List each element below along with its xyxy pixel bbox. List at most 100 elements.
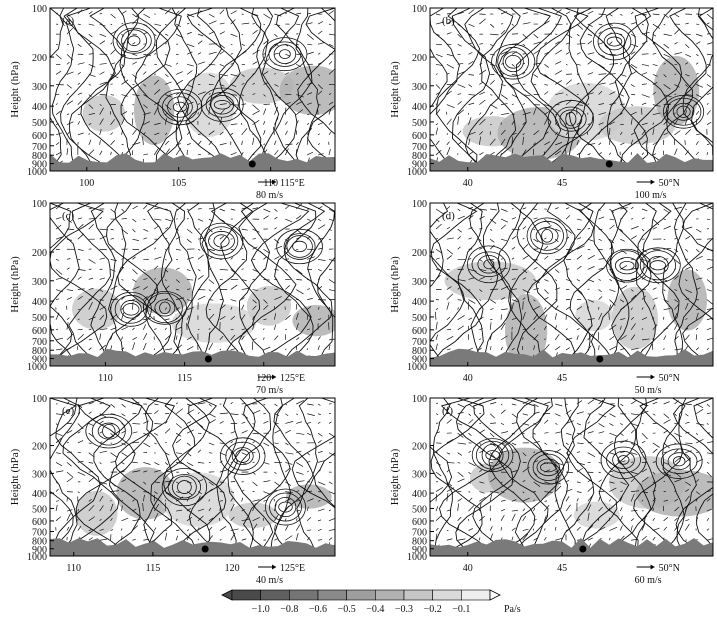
- contour-line: [238, 203, 297, 366]
- contour-line: [54, 398, 101, 556]
- contour-closed: [85, 413, 133, 449]
- wind-vector: [479, 442, 482, 445]
- wind-vector: [110, 74, 119, 78]
- wind-vector: [197, 439, 202, 444]
- wind-vector: [296, 94, 304, 98]
- wind-vector: [620, 13, 623, 16]
- y-tick-label: 700: [32, 337, 47, 348]
- wind-vector: [241, 421, 246, 424]
- wind-vector: [208, 299, 214, 301]
- wind-vector: [435, 208, 444, 214]
- wind-vector: [490, 63, 496, 67]
- wind-vector: [500, 508, 506, 512]
- wind-vector: [55, 462, 63, 467]
- wind-vector: [554, 526, 557, 531]
- wind-vector: [197, 471, 201, 474]
- wind-vector: [674, 104, 677, 106]
- wind-vector: [55, 470, 64, 473]
- wind-vector: [66, 121, 74, 126]
- wind-vector: [186, 106, 189, 115]
- contour-closed: [475, 440, 510, 470]
- wind-vector: [252, 43, 255, 46]
- wind-vector: [66, 289, 74, 291]
- wind-vector: [153, 147, 160, 156]
- wind-vector: [99, 228, 109, 231]
- wind-vector: [685, 489, 690, 492]
- wind-vector: [317, 206, 323, 210]
- wind-vector: [274, 106, 279, 115]
- wind-vector: [565, 64, 568, 66]
- wind-vector: [652, 287, 657, 290]
- wind-vector: [165, 218, 173, 222]
- wind-vector: [143, 286, 149, 290]
- contour-line: [317, 203, 335, 319]
- wind-vector: [630, 235, 637, 240]
- wind-vector: [219, 117, 223, 125]
- wind-vector: [143, 538, 149, 541]
- wind-vector: [706, 337, 713, 341]
- wind-vector: [565, 480, 570, 483]
- wind-vector: [663, 429, 669, 434]
- wind-vector: [142, 502, 144, 512]
- wind-vector: [533, 33, 539, 39]
- wind-vector: [555, 207, 559, 210]
- wind-vector: [533, 49, 540, 55]
- panel-plot-area: [50, 398, 335, 556]
- wind-vector: [435, 321, 438, 330]
- wind-vector: [154, 423, 162, 425]
- wind-vector: [274, 149, 279, 156]
- wind-vector: [457, 538, 466, 541]
- y-tick-label: 900: [32, 160, 47, 171]
- wind-vector: [435, 13, 441, 16]
- wind-vector: [274, 84, 279, 87]
- wind-reference-label: 40 m/s: [256, 575, 283, 586]
- wind-vector: [479, 412, 482, 415]
- wind-vector: [219, 452, 227, 456]
- wind-vector: [479, 449, 485, 453]
- wind-vector: [641, 403, 649, 407]
- wind-vector: [295, 313, 299, 320]
- wind-vector: [446, 302, 450, 310]
- wind-vector: [479, 43, 483, 45]
- wind-vector: [565, 328, 568, 331]
- wind-vector: [55, 151, 62, 156]
- wind-vector: [77, 269, 86, 271]
- wind-vector: [587, 143, 596, 146]
- wind-vector: [500, 431, 508, 434]
- wind-vector: [641, 499, 644, 502]
- contour-closed: [527, 450, 570, 485]
- wind-vector: [500, 462, 504, 464]
- contour-line: [242, 398, 291, 556]
- y-tick-label: 800: [32, 346, 47, 357]
- wind-vector: [598, 103, 604, 105]
- wind-vector: [88, 113, 95, 116]
- wind-vector: [88, 516, 95, 522]
- wind-vector: [479, 269, 487, 272]
- wind-vector: [55, 500, 60, 502]
- wind-vector: [175, 279, 180, 283]
- wind-vector: [533, 228, 536, 231]
- wind-vector: [500, 346, 503, 351]
- wind-vector: [555, 431, 562, 434]
- wind-vector: [306, 33, 314, 40]
- wind-vector: [533, 519, 537, 522]
- wind-vector: [295, 120, 299, 125]
- wind-vector: [186, 22, 190, 25]
- wind-vector: [533, 74, 539, 78]
- wind-vector: [435, 343, 438, 351]
- colorbar: −1.0 −0.8 −0.6 −0.5 −0.4 −0.3 −0.2 −0.1 Pa/s: [221, 589, 521, 615]
- wind-vector: [468, 289, 471, 291]
- wind-vector: [674, 237, 678, 240]
- wind-vector: [435, 109, 441, 115]
- wind-vector: [175, 408, 184, 415]
- wind-vector: [252, 246, 258, 250]
- wind-vector: [121, 117, 126, 125]
- wind-vector: [500, 248, 503, 251]
- wind-vector: [55, 277, 63, 280]
- wind-vector: [435, 274, 441, 280]
- wind-vector: [576, 265, 582, 270]
- wind-vector: [328, 289, 335, 292]
- wind-vector: [706, 92, 711, 95]
- wind-vector: [641, 440, 646, 444]
- wind-vector: [641, 523, 646, 531]
